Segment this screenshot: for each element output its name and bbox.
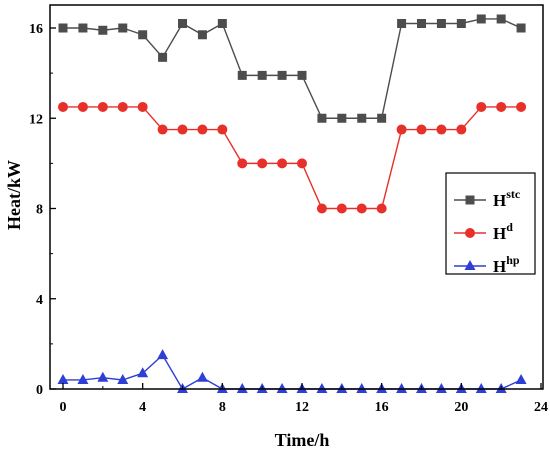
data-point-d xyxy=(356,203,367,214)
data-point-d xyxy=(58,101,68,112)
series-hp xyxy=(57,349,527,393)
data-point-hp xyxy=(97,371,109,382)
legend-box xyxy=(445,172,536,275)
y-tick-label: 8 xyxy=(36,203,43,218)
data-point-stc xyxy=(158,52,168,62)
data-point-stc xyxy=(476,14,486,24)
x-tick-label: 0 xyxy=(60,400,67,415)
data-point-hp xyxy=(236,383,248,393)
axes: 0 4 8 12 16 20 24 0 4 8 12 16 xyxy=(29,4,548,415)
x-tick-label: 20 xyxy=(454,400,468,415)
data-point-d xyxy=(516,101,527,112)
x-tick-label: 4 xyxy=(139,400,146,415)
data-point-d xyxy=(137,101,148,112)
data-point-hp xyxy=(515,373,527,384)
data-point-hp xyxy=(276,383,288,393)
data-point-d xyxy=(157,124,168,135)
data-point-stc xyxy=(317,113,327,123)
legend-marker xyxy=(465,195,475,205)
data-point-hp xyxy=(137,367,149,378)
data-point-stc xyxy=(277,70,287,80)
series-stc xyxy=(58,14,526,123)
series-line-hp xyxy=(63,354,522,390)
y-tick-label: 12 xyxy=(29,112,43,127)
data-point-stc xyxy=(436,18,446,28)
data-point-stc xyxy=(197,30,207,40)
y-tick-label: 0 xyxy=(36,383,43,398)
data-point-d xyxy=(496,101,507,112)
data-point-stc xyxy=(496,14,506,24)
data-point-stc xyxy=(516,23,526,33)
data-point-hp xyxy=(117,373,129,384)
data-point-stc xyxy=(357,113,367,123)
data-point-stc xyxy=(377,113,387,123)
data-point-stc xyxy=(118,23,128,33)
data-point-hp xyxy=(316,383,328,393)
x-tick-label: 16 xyxy=(375,400,389,415)
x-tick-label: 8 xyxy=(219,400,226,415)
plot-frame xyxy=(49,4,544,390)
data-point-stc xyxy=(138,30,148,40)
data-point-stc xyxy=(397,18,407,28)
legend-label: Hstc xyxy=(493,187,521,210)
data-point-d xyxy=(117,101,128,112)
data-point-d xyxy=(396,124,407,135)
data-point-stc xyxy=(58,23,68,33)
data-point-stc xyxy=(217,18,227,28)
data-point-stc xyxy=(297,70,307,80)
legend: Hstc Hd Hhp xyxy=(445,172,536,276)
data-point-hp xyxy=(356,383,368,393)
legend-marker xyxy=(465,228,475,238)
data-point-stc xyxy=(337,113,347,123)
data-point-d xyxy=(456,124,467,135)
data-point-hp xyxy=(435,383,447,393)
data-point-d xyxy=(177,124,188,135)
data-point-d xyxy=(416,124,427,135)
data-point-d xyxy=(277,158,288,169)
legend-item-stc: Hstc xyxy=(454,187,521,210)
data-point-hp xyxy=(157,349,169,360)
data-point-stc xyxy=(417,18,426,28)
data-point-d xyxy=(197,124,208,135)
y-tick-label: 4 xyxy=(36,293,43,308)
series-line-stc xyxy=(63,18,522,119)
legend-item-d: Hd xyxy=(454,220,513,243)
legend-label: Hd xyxy=(493,220,513,243)
data-point-stc xyxy=(237,70,247,80)
data-point-d xyxy=(376,203,387,214)
data-point-d xyxy=(297,158,307,169)
x-tick-label: 12 xyxy=(295,400,309,415)
data-point-d xyxy=(217,124,228,135)
legend-item-hp: Hhp xyxy=(454,253,520,276)
data-point-stc xyxy=(456,18,466,28)
x-axis-title: Time/h xyxy=(275,430,330,450)
data-point-hp xyxy=(57,373,69,384)
data-point-d xyxy=(316,203,327,214)
legend-marker xyxy=(464,260,476,270)
data-point-d xyxy=(97,101,108,112)
data-point-stc xyxy=(78,23,88,33)
data-point-stc xyxy=(178,18,187,28)
data-point-hp xyxy=(475,383,487,393)
data-point-d xyxy=(257,158,268,169)
legend-label: Hhp xyxy=(493,253,520,276)
series-d xyxy=(58,101,527,214)
data-point-stc xyxy=(98,25,108,35)
y-tick-label: 16 xyxy=(29,22,43,37)
data-point-hp xyxy=(196,371,208,382)
data-point-d xyxy=(237,158,248,169)
data-point-stc xyxy=(257,70,267,80)
data-point-d xyxy=(436,124,447,135)
data-point-hp xyxy=(396,383,408,393)
x-tick-label: 24 xyxy=(534,400,548,415)
data-point-d xyxy=(77,101,88,112)
data-point-d xyxy=(336,203,347,214)
data-point-hp xyxy=(77,373,89,384)
data-point-d xyxy=(476,101,487,112)
y-axis-title: Heat/kW xyxy=(4,160,24,230)
